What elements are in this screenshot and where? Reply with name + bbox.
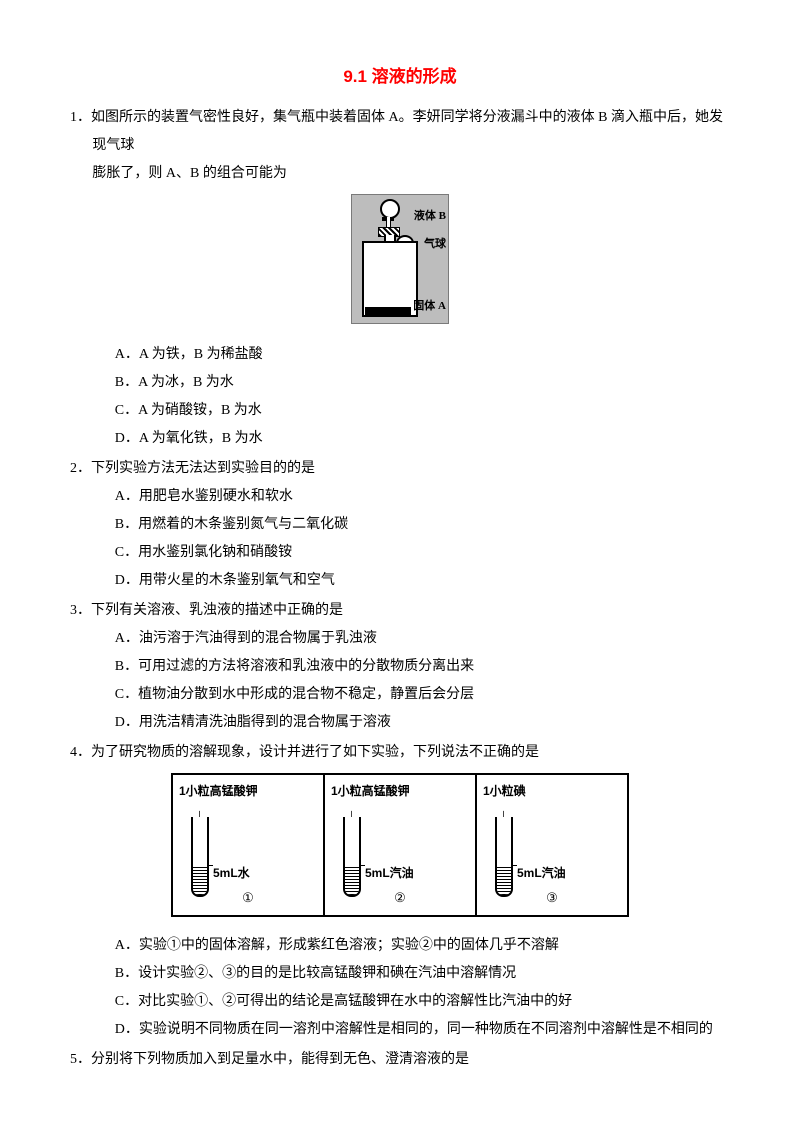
q2-opt-c: C．用水鉴别氯化钠和硝酸铵 [70,539,730,567]
q4-number: 4． [70,745,91,760]
exp2-circ: ② [394,885,406,911]
page: 9.1 溶液的形成 1．如图所示的装置气密性良好，集气瓶中装着固体 A。李妍同学… [0,0,800,1106]
exp2-top: 1小粒高锰酸钾 [331,779,410,803]
q4-stem: 4．为了研究物质的溶解现象，设计并进行了如下实验，下列说法不正确的是 [70,739,730,767]
test-tube-icon [191,817,209,897]
q1-text: 如图所示的装置气密性良好，集气瓶中装着固体 A。李妍同学将分液漏斗中的液体 B … [91,110,723,153]
exp3-circ: ③ [546,885,558,911]
exp-cell-3: 1小粒碘 ↓ 5mL汽油 ③ [477,775,627,915]
question-4: 4．为了研究物质的溶解现象，设计并进行了如下实验，下列说法不正确的是 1小粒高锰… [70,739,730,1044]
exp-cell-2: 1小粒高锰酸钾 ↓ 5mL汽油 ② [325,775,477,915]
q4-figure-wrap: 1小粒高锰酸钾 ↓ 5mL水 ① 1小粒高锰酸钾 ↓ 5mL汽油 ② 1小粒碘 [70,773,730,926]
question-3: 3．下列有关溶液、乳浊液的描述中正确的是 A．油污溶于汽油得到的混合物属于乳浊液… [70,597,730,737]
test-tube-icon [495,817,513,897]
exp1-top: 1小粒高锰酸钾 [179,779,258,803]
funnel-bulb-icon [380,199,400,219]
exp-cell-1: 1小粒高锰酸钾 ↓ 5mL水 ① [173,775,325,915]
label-liquid-b: 液体 B [414,205,446,227]
q4-opt-c: C．对比实验①、②可得出的结论是高锰酸钾在水中的溶解性比汽油中的好 [70,988,730,1016]
q3-opt-a: A．油污溶于汽油得到的混合物属于乳浊液 [70,625,730,653]
q2-text: 下列实验方法无法达到实验目的的是 [91,461,315,476]
q3-opt-c: C．植物油分散到水中形成的混合物不稳定，静置后会分层 [70,681,730,709]
q1-opt-c: C．A 为硝酸铵，B 为水 [70,397,730,425]
q3-number: 3． [70,603,91,618]
q4-opt-b: B．设计实验②、③的目的是比较高锰酸钾和碘在汽油中溶解情况 [70,960,730,988]
q4-text: 为了研究物质的溶解现象，设计并进行了如下实验，下列说法不正确的是 [91,745,539,760]
q1-stem: 1．如图所示的装置气密性良好，集气瓶中装着固体 A。李妍同学将分液漏斗中的液体 … [70,104,730,160]
solid-a-icon [365,307,411,315]
question-1: 1．如图所示的装置气密性良好，集气瓶中装着固体 A。李妍同学将分液漏斗中的液体 … [70,104,730,453]
doc-title: 9.1 溶液的形成 [70,60,730,94]
q2-opt-a: A．用肥皂水鉴别硬水和软水 [70,483,730,511]
q2-stem: 2．下列实验方法无法达到实验目的的是 [70,455,730,483]
q2-opt-d: D．用带火星的木条鉴别氧气和空气 [70,567,730,595]
flask-icon [362,241,418,317]
q4-opt-a: A．实验①中的固体溶解，形成紫红色溶液；实验②中的固体几乎不溶解 [70,932,730,960]
q5-number: 5． [70,1052,91,1067]
q1-opt-d: D．A 为氧化铁，B 为水 [70,425,730,453]
test-tube-icon [343,817,361,897]
exp1-circ: ① [242,885,254,911]
q4-opt-d: D．实验说明不同物质在同一溶剂中溶解性是相同的，同一种物质在不同溶剂中溶解性是不… [70,1016,730,1044]
q3-text: 下列有关溶液、乳浊液的描述中正确的是 [91,603,343,618]
label-solid-a: 固体 A [413,295,446,317]
q1-opt-a: A．A 为铁，B 为稀盐酸 [70,341,730,369]
label-balloon: 气球 [424,233,446,255]
q1-number: 1． [70,110,91,125]
exp1-liquid: 5mL水 [213,861,250,885]
experiment-table: 1小粒高锰酸钾 ↓ 5mL水 ① 1小粒高锰酸钾 ↓ 5mL汽油 ② 1小粒碘 [171,773,629,917]
apparatus-diagram: 液体 B 气球 固体 A [351,194,449,324]
question-5: 5．分别将下列物质加入到足量水中，能得到无色、澄清溶液的是 [70,1046,730,1074]
q1-cont: 膨胀了，则 A、B 的组合可能为 [70,160,730,188]
q2-opt-b: B．用燃着的木条鉴别氮气与二氧化碳 [70,511,730,539]
exp2-liquid: 5mL汽油 [365,861,414,885]
question-2: 2．下列实验方法无法达到实验目的的是 A．用肥皂水鉴别硬水和软水 B．用燃着的木… [70,455,730,595]
q2-number: 2． [70,461,91,476]
q1-opt-b: B．A 为冰，B 为水 [70,369,730,397]
exp3-liquid: 5mL汽油 [517,861,566,885]
q5-stem: 5．分别将下列物质加入到足量水中，能得到无色、澄清溶液的是 [70,1046,730,1074]
q1-figure-wrap: 液体 B 气球 固体 A [70,194,730,335]
q3-stem: 3．下列有关溶液、乳浊液的描述中正确的是 [70,597,730,625]
q3-opt-d: D．用洗洁精清洗油脂得到的混合物属于溶液 [70,709,730,737]
q5-text: 分别将下列物质加入到足量水中，能得到无色、澄清溶液的是 [91,1052,469,1067]
q3-opt-b: B．可用过滤的方法将溶液和乳浊液中的分散物质分离出来 [70,653,730,681]
